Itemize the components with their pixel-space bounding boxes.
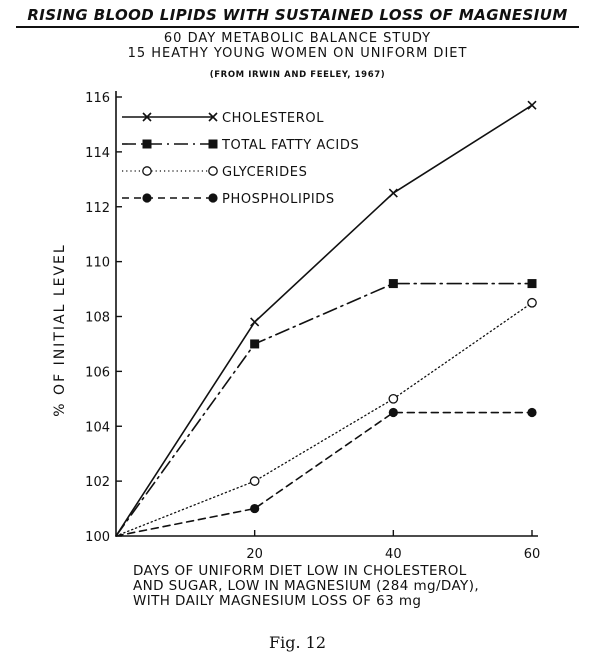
data-point-phospholipids [388, 407, 398, 418]
y-tick-label: 112 [85, 201, 110, 216]
series-line-cholesterol [115, 104, 533, 537]
title-underline [16, 26, 579, 28]
x-axis-description: DAYS OF UNIFORM DIET LOW IN CHOLESTEROL … [133, 564, 573, 609]
chart-legend: CHOLESTEROL TOTAL FATTY ACIDS GLYCERIDES PH… [122, 111, 359, 207]
x-axis-description-line: DAYS OF UNIFORM DIET LOW IN CHOLESTEROL [133, 563, 467, 579]
figure-caption: Fig. 12 [269, 633, 326, 652]
data-point-glycerides [388, 393, 399, 404]
x-tick-label: 20 [246, 547, 263, 562]
legend-marker-cholesterol [208, 112, 218, 122]
legend-marker-glycerides [208, 166, 218, 176]
data-point-cholesterol [250, 317, 260, 327]
y-tick-label: 114 [85, 146, 110, 161]
chart-title: RISING BLOOD LIPIDS WITH SUSTAINED LOSS … [27, 6, 568, 24]
data-point-phospholipids [527, 407, 537, 418]
y-tick-label: 108 [85, 311, 110, 326]
data-point-cholesterol [527, 100, 537, 110]
series-line-glycerides [115, 302, 533, 537]
data-point-total-fatty-acids [527, 279, 537, 289]
legend-label-phospholipids: PHOSPHOLIPIDS [222, 192, 335, 207]
chart-subtitle-study: 60 DAY METABOLIC BALANCE STUDY [163, 31, 432, 46]
x-tick-label: 40 [385, 547, 402, 562]
y-axis-title: % OF INITIAL LEVEL [52, 243, 68, 417]
chart-series [115, 100, 537, 537]
y-tick-label: 106 [85, 365, 110, 380]
data-point-glycerides [527, 297, 537, 308]
x-tick-label: 60 [524, 547, 541, 562]
legend-marker-cholesterol [142, 112, 152, 122]
series-line-phospholipids [115, 411, 533, 537]
data-point-glycerides [249, 476, 260, 486]
legend-marker-glycerides [142, 166, 152, 176]
legend-marker-total-fatty-acids [142, 139, 152, 149]
data-point-cholesterol [388, 188, 398, 198]
data-point-total-fatty-acids [250, 339, 260, 349]
chart-source: (FROM IRWIN AND FEELEY, 1967) [209, 70, 386, 80]
chart-subtitle-subjects: 15 HEATHY YOUNG WOMEN ON UNIFORM DIET [127, 46, 468, 61]
series-line-total-fatty-acids [115, 282, 533, 537]
data-point-phospholipids [250, 503, 260, 514]
y-tick-label: 102 [85, 475, 110, 490]
legend-label-cholesterol: CHOLESTEROL [222, 111, 324, 126]
y-tick-label: 116 [85, 91, 110, 106]
data-point-total-fatty-acids [388, 279, 398, 289]
legend-label-total-fatty-acids: TOTAL FATTY ACIDS [221, 138, 359, 153]
legend-label-glycerides: GLYCERIDES [222, 165, 307, 180]
y-tick-label: 110 [85, 256, 110, 271]
y-tick-label: 100 [85, 530, 110, 545]
legend-marker-total-fatty-acids [208, 139, 218, 149]
chart-axes: 100 102 104 106 108 110 112 114 116 20 40 60 [85, 91, 540, 562]
legend-marker-phospholipids [208, 193, 218, 203]
x-axis-description-line: AND SUGAR, LOW IN MAGNESIUM (284 mg/DAY)… [133, 578, 480, 594]
y-tick-label: 104 [85, 420, 110, 435]
x-axis-description-line: WITH DAILY MAGNESIUM LOSS OF 63 mg [133, 593, 422, 609]
legend-marker-phospholipids [142, 193, 152, 203]
